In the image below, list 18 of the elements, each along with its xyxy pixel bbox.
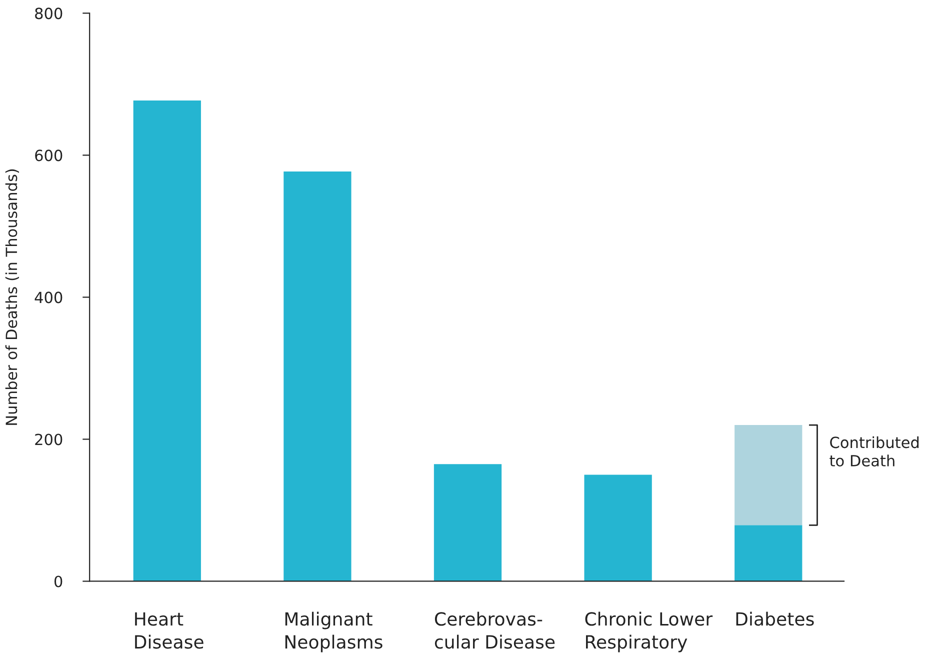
x-tick-label: Heart Disease: [135, 612, 204, 649]
y-tick-label: 800: [35, 8, 62, 20]
annotation: Contributed to Death: [830, 436, 919, 466]
bar: [133, 100, 201, 582]
y-axis-title: Number of Deaths (in Thousands): [5, 169, 19, 425]
y-tick-label: 0: [54, 576, 62, 588]
bar: [584, 474, 652, 582]
x-tick-label: Malignant Neoplasms: [285, 612, 382, 652]
bar: [734, 525, 802, 582]
y-tick-label: 600: [35, 150, 62, 162]
x-tick-label: Cerebrovas- cular Disease: [434, 612, 555, 649]
bar: [734, 425, 802, 526]
y-tick-label: 200: [35, 434, 62, 446]
x-tick-label: Chronic Lower Respiratory: [585, 612, 713, 652]
y-tick-label: 400: [34, 292, 62, 304]
bar: [434, 464, 502, 582]
x-tick-label: Diabetes: [736, 612, 814, 626]
bar: [284, 172, 352, 582]
